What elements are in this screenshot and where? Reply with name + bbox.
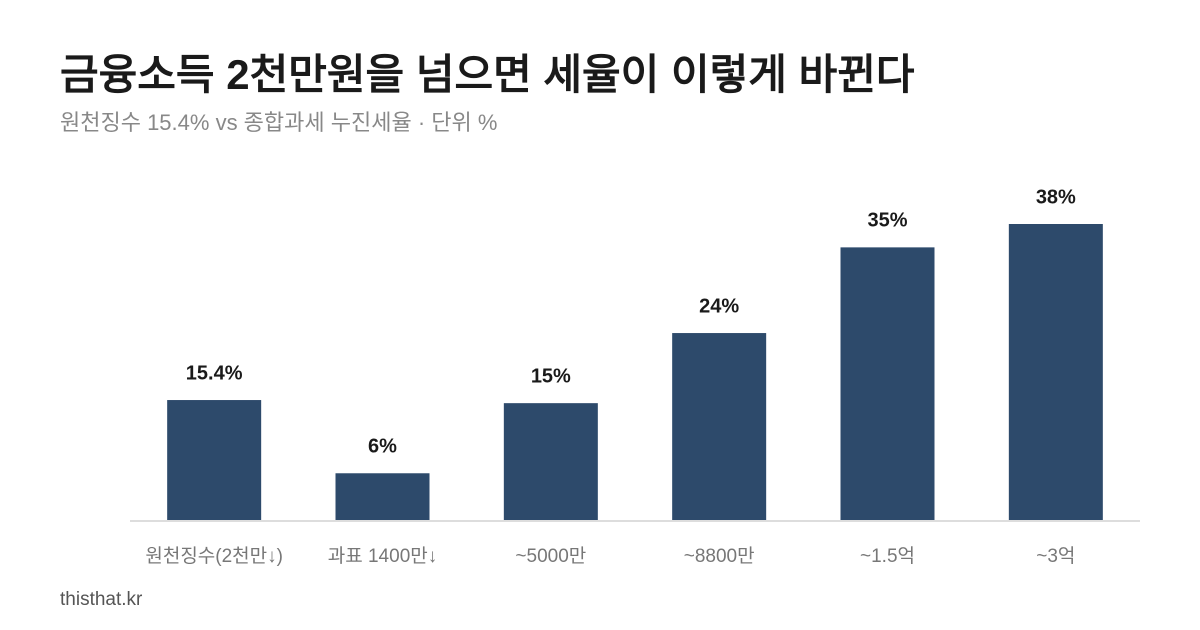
x-tick-label: ~3억: [1036, 545, 1075, 567]
bar: [167, 400, 262, 520]
chart-title: 금융소득 2천만원을 넘으면 세율이 이렇게 바뀐다: [60, 51, 915, 98]
value-label: 24%: [699, 295, 739, 317]
value-label: 15%: [531, 365, 571, 387]
value-label: 35%: [867, 210, 907, 232]
source: thisthat.kr: [60, 589, 143, 610]
bar: [840, 247, 935, 521]
value-label: 38%: [1036, 186, 1076, 208]
x-tick-label: 원천징수(2천만↓): [145, 545, 283, 567]
value-label: 6%: [368, 436, 397, 458]
bar: [672, 333, 767, 520]
bar: [1008, 224, 1103, 520]
x-tick-label: 과표 1400만↓: [328, 545, 438, 567]
x-tick-label: ~8800만: [684, 545, 755, 567]
x-tick-label: ~1.5억: [860, 545, 915, 567]
bar: [503, 403, 598, 520]
bar: [335, 473, 430, 520]
x-tick-label: ~5000만: [515, 545, 586, 567]
chart-subtitle: 원천징수 15.4% vs 종합과세 누진세율 · 단위 %: [60, 110, 497, 135]
value-label: 15.4%: [186, 362, 243, 384]
